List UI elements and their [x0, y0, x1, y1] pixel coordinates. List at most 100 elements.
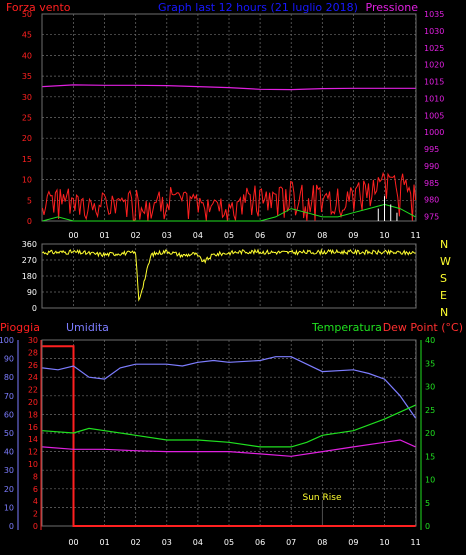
p1-x-tick: 05	[224, 231, 234, 240]
p1-left-tick: 50	[22, 10, 32, 19]
p1-left-tick: 35	[22, 72, 32, 81]
rain-tick: 8	[33, 472, 38, 481]
temperature-tick: 20	[425, 429, 435, 438]
p1-right-tick: 1025	[424, 44, 444, 53]
p1-right-tick: 1000	[424, 128, 444, 137]
p1-right-tick: 985	[424, 179, 439, 188]
rain-tick: 6	[33, 485, 38, 494]
humidity-tick: 10	[4, 503, 14, 512]
p1-left-tick: 15	[22, 155, 32, 164]
compass-tick-2: S	[440, 272, 447, 285]
rain-tick: 30	[28, 336, 38, 345]
p3-x-tick: 11	[411, 538, 421, 547]
rain-tick: 4	[33, 497, 38, 506]
rain-tick: 12	[28, 448, 38, 457]
dewpoint-label: Dew Point (°C)	[383, 321, 463, 334]
p1-left-tick: 0	[27, 217, 32, 226]
p1-left-tick: 10	[22, 176, 32, 185]
dewpoint-line	[42, 439, 416, 457]
chart-title: Graph last 12 hours (21 luglio 2018)	[158, 1, 358, 14]
p1-left-tick: 20	[22, 134, 32, 143]
temperature-tick: 25	[425, 406, 435, 415]
rain-tick: 20	[28, 398, 38, 407]
humidity-tick: 90	[4, 355, 14, 364]
rain-tick: 28	[28, 348, 38, 357]
wind-direction-line	[42, 248, 416, 302]
humidity-tick: 0	[9, 522, 14, 531]
humidity-tick: 30	[4, 466, 14, 475]
humidity-label: Umidita	[66, 321, 109, 334]
p2-left-tick: 270	[22, 256, 37, 265]
p1-right-tick: 990	[424, 162, 439, 171]
p1-x-tick: 07	[286, 231, 296, 240]
p1-right-tick: 1020	[424, 61, 444, 70]
p1-x-tick: 06	[255, 231, 265, 240]
p1-x-tick: 03	[162, 231, 172, 240]
temperature-tick: 0	[425, 522, 430, 531]
p1-x-tick: 11	[411, 231, 421, 240]
rain-tick: 16	[28, 423, 38, 432]
compass-tick-4: N	[440, 306, 448, 319]
p2-left-tick: 90	[27, 288, 37, 297]
p1-x-tick: 08	[317, 231, 327, 240]
p3-x-tick: 09	[348, 538, 358, 547]
p1-left-tick: 40	[22, 51, 32, 60]
wind-strength-line	[41, 171, 417, 222]
rain-line	[42, 345, 416, 527]
p1-left-tick: 5	[27, 196, 32, 205]
p3-x-tick: 08	[317, 538, 327, 547]
p3-x-tick: 01	[100, 538, 110, 547]
temperature-tick: 30	[425, 383, 435, 392]
p1-x-tick: 02	[131, 231, 141, 240]
p1-x-tick: 09	[348, 231, 358, 240]
humidity-tick: 80	[4, 373, 14, 382]
temperature-tick: 35	[425, 359, 435, 368]
p2-left-tick: 0	[32, 304, 37, 313]
compass-tick-0: N	[440, 238, 448, 251]
p1-left-tick: 45	[22, 31, 32, 40]
temperature-tick: 15	[425, 452, 435, 461]
rain-tick: 2	[33, 510, 38, 519]
p1-x-tick: 00	[68, 231, 78, 240]
p1-right-tick: 1035	[424, 10, 444, 19]
temperature-label: Temperatura	[311, 321, 382, 334]
compass-tick-1: W	[440, 255, 451, 268]
wind-strength-label: Forza vento	[6, 1, 71, 14]
pressure-label: Pressione	[366, 1, 419, 14]
temperature-tick: 10	[425, 476, 435, 485]
rain-tick: 22	[28, 386, 38, 395]
humidity-tick: 100	[0, 336, 14, 345]
p1-right-tick: 1015	[424, 78, 444, 87]
p1-right-tick: 1005	[424, 111, 444, 120]
p3-x-tick: 05	[224, 538, 234, 547]
p1-left-tick: 30	[22, 93, 32, 102]
pressure-line	[42, 84, 416, 91]
p2-frame	[41, 243, 417, 309]
p2-left-tick: 180	[22, 272, 37, 281]
humidity-tick: 20	[4, 485, 14, 494]
humidity-tick: 50	[4, 429, 14, 438]
wind-average-line	[42, 203, 416, 222]
p1-left-tick: 25	[22, 114, 32, 123]
rain-tick: 18	[28, 410, 38, 419]
rain-label: Pioggia	[0, 321, 40, 334]
p1-x-tick: 01	[100, 231, 110, 240]
rain-tick: 24	[28, 373, 38, 382]
p1-right-tick: 995	[424, 145, 439, 154]
p3-x-tick: 07	[286, 538, 296, 547]
temperature-line	[42, 404, 416, 448]
rain-tick: 0	[33, 522, 38, 531]
humidity-line	[42, 356, 417, 419]
p3-x-tick: 04	[193, 538, 203, 547]
p1-right-tick: 980	[424, 196, 439, 205]
p1-x-tick: 10	[379, 231, 389, 240]
p1-right-tick: 1030	[424, 27, 444, 36]
rain-tick: 14	[28, 435, 38, 444]
humidity-tick: 60	[4, 410, 14, 419]
p1-right-tick: 975	[424, 213, 439, 222]
temperature-tick: 5	[425, 499, 430, 508]
humidity-tick: 40	[4, 448, 14, 457]
